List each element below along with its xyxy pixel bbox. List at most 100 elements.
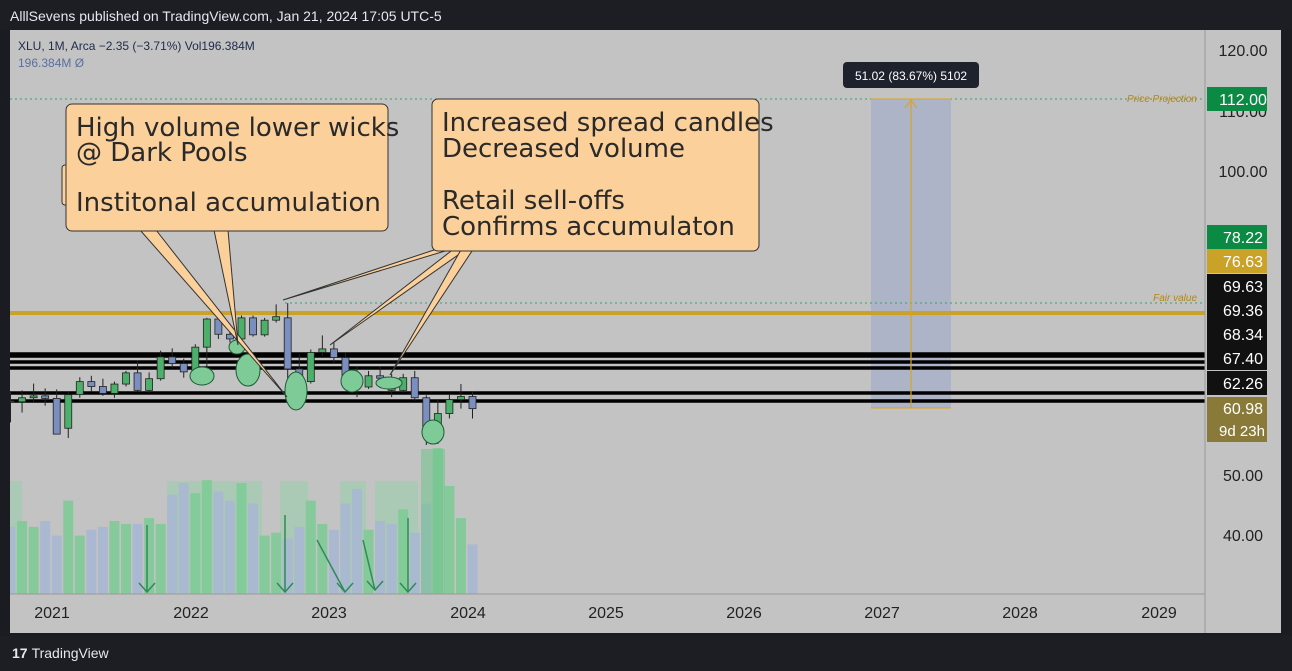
accumulation-ellipse (235, 353, 261, 387)
price-label-text: 76.63 (1223, 254, 1263, 271)
volume-bar (28, 526, 39, 594)
candle-body[interactable] (18, 397, 26, 403)
volume-bar (271, 532, 282, 594)
published-info: AlllSevens published on TradingView.com,… (10, 8, 442, 24)
tradingview-brand[interactable]: 17 TradingView (12, 645, 109, 661)
x-axis-tick-label: 2029 (1141, 605, 1177, 622)
volume-arrow-head (276, 582, 294, 594)
price-label-badge (1207, 371, 1267, 395)
x-axis-tick-label: 2021 (34, 605, 70, 622)
projection-arrow-head (904, 99, 918, 109)
candle-body[interactable] (202, 318, 211, 348)
candle-body[interactable] (306, 352, 315, 383)
y-axis-tick-label: 40.00 (1223, 528, 1263, 545)
candle-body[interactable] (156, 356, 165, 380)
candle-body[interactable] (445, 399, 454, 414)
x-axis-tick-label: 2025 (588, 605, 624, 622)
volume-bar (305, 500, 316, 594)
volume-arrow-head (366, 580, 384, 592)
volume-bar (375, 521, 386, 594)
volume-bar (282, 538, 293, 594)
volume-bar (109, 521, 120, 594)
candle-body[interactable] (272, 316, 281, 321)
price-label-badge (1207, 298, 1267, 322)
candle-body[interactable] (99, 386, 107, 394)
volume-bar (190, 493, 201, 594)
candle-body[interactable] (29, 395, 38, 399)
x-axis-tick-label: 2026 (726, 605, 762, 622)
price-label-badge (1207, 87, 1267, 111)
candle-body[interactable] (41, 395, 50, 399)
price-label-text: 67.40 (1223, 351, 1263, 368)
legend-line-2: 196.384M Ø (18, 56, 84, 70)
candle-body[interactable] (318, 348, 327, 353)
candle-body[interactable] (457, 396, 465, 401)
x-axis-tick-label: 2024 (450, 605, 486, 622)
volume-bar (224, 500, 235, 594)
x-axis-tick-label: 2022 (173, 605, 209, 622)
annotation-box-spread (431, 98, 760, 252)
price-projection-label: Price Projection (1127, 94, 1197, 105)
candle-body[interactable] (468, 396, 477, 410)
volume-bar (317, 523, 328, 594)
candle-body[interactable] (133, 372, 142, 391)
volume-bar (10, 526, 16, 594)
candle-body[interactable] (87, 381, 96, 387)
header-bar: AlllSevens published on TradingView.com,… (0, 0, 1292, 30)
countdown-badge (1207, 420, 1267, 442)
candle-body[interactable] (260, 319, 269, 336)
candle-body[interactable] (7, 400, 15, 403)
price-label-text: 62.26 (1223, 376, 1263, 393)
accumulation-ellipse (375, 376, 403, 390)
accumulation-ellipse (421, 419, 445, 445)
tradingview-logo-icon: 17 (12, 645, 28, 661)
candle-body[interactable] (110, 383, 119, 394)
fair-value-label: Fair value (1153, 293, 1197, 304)
volume-bar (17, 521, 28, 594)
volume-bar (167, 494, 178, 594)
volume-bar (155, 523, 166, 594)
y-axis-tick-label: 100.00 (1219, 164, 1268, 181)
candle-body[interactable] (64, 394, 73, 429)
volume-arrow-head (138, 582, 156, 594)
price-label-badge (1207, 322, 1267, 346)
candle-body[interactable] (283, 317, 292, 370)
price-label-text: 78.22 (1223, 230, 1263, 247)
x-axis-tick-label: 2028 (1002, 605, 1038, 622)
candle-body[interactable] (410, 377, 419, 399)
annotation-box-accumulation (65, 103, 389, 232)
candle-body[interactable] (329, 348, 338, 358)
candle-body[interactable] (52, 397, 61, 435)
candle-body[interactable] (249, 317, 257, 336)
volume-bar (40, 521, 51, 594)
volume-bar (201, 480, 212, 594)
accumulation-ellipse (284, 371, 308, 411)
volume-bar (144, 518, 155, 594)
volume-bar (178, 483, 189, 594)
tradingview-brand-text: TradingView (31, 645, 109, 661)
y-axis-tick-label: 120.00 (1219, 43, 1268, 60)
volume-bar (213, 491, 224, 594)
volume-arrow-line (362, 539, 376, 591)
volume-spike-zone (421, 449, 445, 594)
legend-line-1: XLU, 1M, Arca −2.35 (−3.71%) Vol196.384M (18, 39, 255, 53)
volume-bar (386, 523, 397, 594)
volume-arrow-head (336, 582, 354, 594)
candle-body[interactable] (75, 381, 84, 396)
volume-bar (328, 529, 339, 594)
volume-bar (259, 535, 270, 594)
x-axis-tick-label: 2027 (864, 605, 900, 622)
price-label-badge (1207, 249, 1267, 273)
volume-bar (74, 535, 85, 594)
annotation-text-accumulation: High volume lower wicks @ Dark Pools Inst… (76, 113, 399, 218)
candle-body[interactable] (179, 363, 188, 373)
countdown-label: 9d 23h (1219, 423, 1265, 440)
volume-bar (398, 509, 409, 594)
volume-bar (455, 518, 466, 594)
candle-body[interactable] (168, 356, 177, 364)
candle-body[interactable] (364, 375, 373, 388)
candle-body[interactable] (122, 372, 130, 385)
candle-body[interactable] (145, 378, 154, 391)
accumulation-ellipse (189, 366, 215, 386)
